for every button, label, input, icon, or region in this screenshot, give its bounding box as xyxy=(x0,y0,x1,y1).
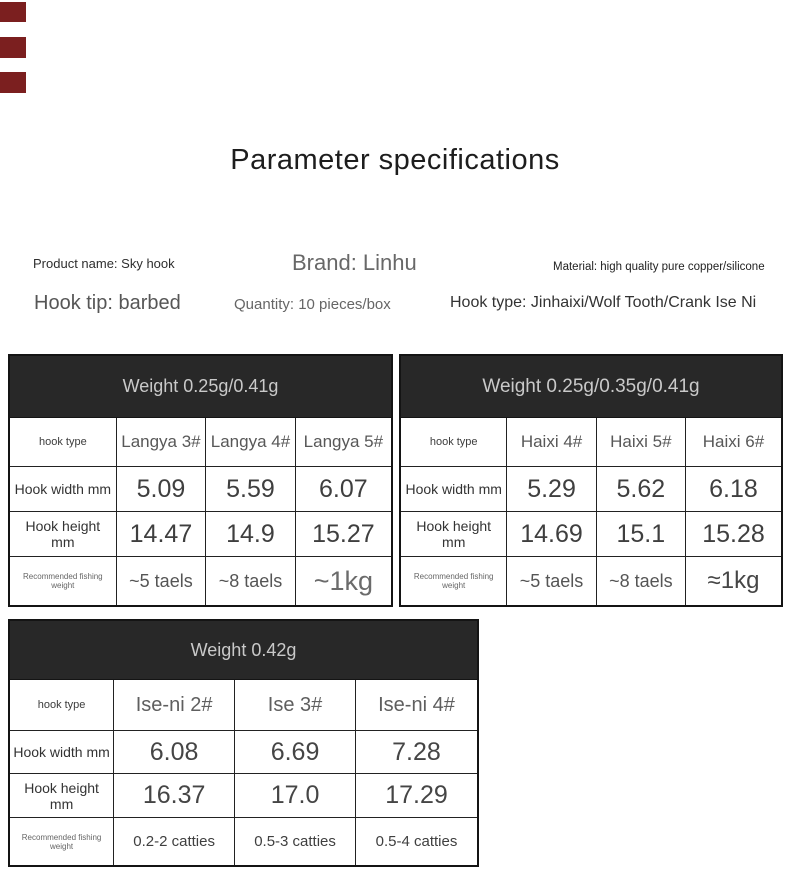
row-label: Hook height mm xyxy=(10,512,117,557)
table-body: hook type Langya 3# Langya 4# Langya 5# Hook… xyxy=(10,418,391,605)
row-label: Recommended fishing weight xyxy=(10,818,115,865)
table-body: hook type Haixi 4# Haixi 5# Haixi 6# Hook wi… xyxy=(401,418,781,605)
row-label: Hook width mm xyxy=(10,731,115,774)
column-header: Langya 5# xyxy=(295,418,391,467)
column-header: Langya 3# xyxy=(116,418,207,467)
cell-value: 5.62 xyxy=(596,467,686,512)
cell-value: 14.47 xyxy=(116,512,207,557)
table-langya: Weight 0.25g/0.41g hook type Langya 3# Lang… xyxy=(8,354,393,607)
cell-value: ~8 taels xyxy=(206,557,296,605)
quantity-text: Quantity: 10 pieces/box xyxy=(234,296,391,313)
cell-value: 0.2-2 catties xyxy=(114,818,236,865)
cell-value: 16.37 xyxy=(114,774,236,818)
row-label: Hook width mm xyxy=(10,467,117,512)
table-header: Weight 0.25g/0.41g xyxy=(10,356,391,418)
row-label: Hook width mm xyxy=(401,467,508,512)
row-label: Hook height mm xyxy=(10,774,115,818)
table-ise-ni: Weight 0.42g hook type Ise-ni 2# Ise 3# Ise-… xyxy=(8,619,479,867)
cell-value: 15.27 xyxy=(295,512,391,557)
column-header: Haixi 5# xyxy=(596,418,686,467)
row-label: Hook height mm xyxy=(401,512,508,557)
row-label: hook type xyxy=(401,418,508,467)
column-header: Langya 4# xyxy=(206,418,296,467)
cell-value: 17.29 xyxy=(356,774,477,818)
cell-value: ~5 taels xyxy=(507,557,597,605)
cell-value: 14.69 xyxy=(507,512,597,557)
column-header: Haixi 4# xyxy=(507,418,597,467)
cell-value: 15.28 xyxy=(685,512,781,557)
cell-value: 7.28 xyxy=(356,731,477,774)
cell-value: 0.5-3 catties xyxy=(235,818,357,865)
table-header: Weight 0.25g/0.35g/0.41g xyxy=(401,356,781,418)
column-header: Haixi 6# xyxy=(685,418,781,467)
cell-value: ~5 taels xyxy=(117,557,207,605)
row-label: Recommended fishing weight xyxy=(401,557,508,605)
row-label: hook type xyxy=(10,418,117,467)
cell-value: 14.9 xyxy=(206,512,296,557)
column-header: Ise 3# xyxy=(235,680,357,731)
cell-value: 17.0 xyxy=(235,774,357,818)
cell-value: 0.5-4 catties xyxy=(375,833,458,850)
hook-tip-text: Hook tip: barbed xyxy=(34,292,181,314)
cell-value: ~1kg xyxy=(313,565,374,596)
cell-value: 6.18 xyxy=(685,467,781,512)
table-body: hook type Ise-ni 2# Ise 3# Ise-ni 4# Hook wi… xyxy=(10,680,477,865)
table-header: Weight 0.42g xyxy=(10,621,477,680)
corner-tag xyxy=(0,72,26,93)
hook-type-text: Hook type: Jinhaixi/Wolf Tooth/Crank Ise… xyxy=(450,294,757,311)
material-text: Material: high quality pure copper/silic… xyxy=(553,261,765,273)
brand-text: Brand: Linhu xyxy=(292,250,417,275)
cell-value: 6.07 xyxy=(295,467,391,512)
table-haixi: Weight 0.25g/0.35g/0.41g hook type Haixi 4… xyxy=(399,354,783,607)
corner-tag xyxy=(0,2,26,22)
cell-value: 15.1 xyxy=(596,512,686,557)
cell-value: 5.29 xyxy=(507,467,597,512)
column-header: Ise-ni 4# xyxy=(356,680,477,731)
cell-value: ~8 taels xyxy=(597,557,686,605)
cell-value: 6.08 xyxy=(114,731,236,774)
corner-tag xyxy=(0,37,26,58)
product-name-text: Product name: Sky hook xyxy=(33,256,175,271)
cell-value: ≈1kg xyxy=(707,567,760,594)
column-header: Ise-ni 2# xyxy=(114,680,236,731)
page-title: Parameter specifications xyxy=(230,144,560,176)
row-label: Recommended fishing weight xyxy=(10,557,117,605)
cell-value: 6.69 xyxy=(235,731,357,774)
cell-value: 5.09 xyxy=(116,467,207,512)
cell-value: 5.59 xyxy=(206,467,296,512)
row-label: hook type xyxy=(10,680,115,731)
